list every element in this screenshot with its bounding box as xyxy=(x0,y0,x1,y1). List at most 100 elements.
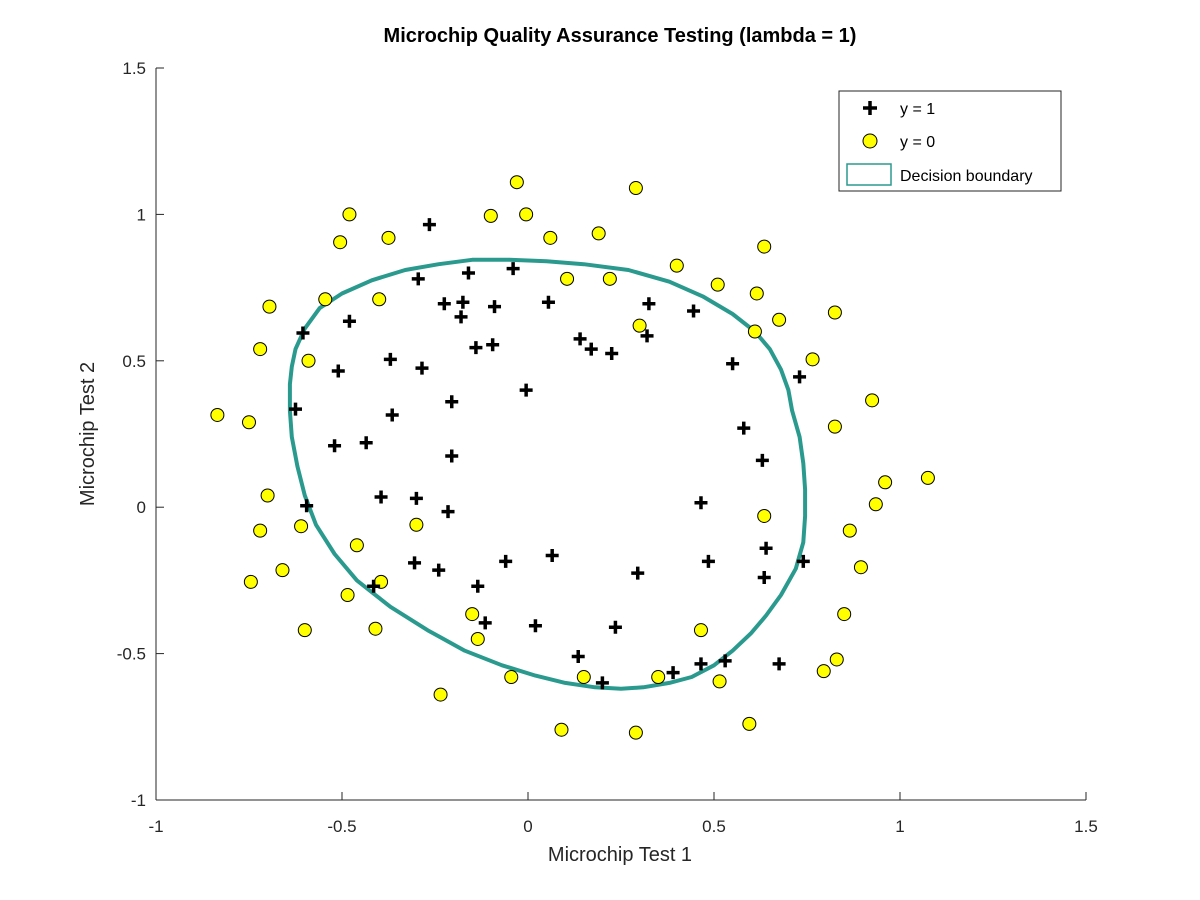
data-point-y1 xyxy=(701,554,715,568)
data-point-y1 xyxy=(408,556,422,570)
data-point-y0 xyxy=(318,292,333,307)
data-point-y0 xyxy=(632,318,647,333)
data-point-y1 xyxy=(437,297,451,311)
data-point-y1 xyxy=(640,329,654,343)
y-axis-label: Microchip Test 2 xyxy=(77,362,99,506)
data-point-y0 xyxy=(301,353,316,368)
data-point-y1 xyxy=(445,395,459,409)
data-point-y0 xyxy=(651,670,666,685)
data-point-y1 xyxy=(461,266,475,280)
data-point-y1 xyxy=(383,352,397,366)
data-point-y0 xyxy=(465,607,480,622)
data-point-y1 xyxy=(726,357,740,371)
data-point-y0 xyxy=(372,292,387,307)
data-point-y0 xyxy=(560,271,575,286)
data-point-y1 xyxy=(666,666,680,680)
data-point-y1 xyxy=(422,218,436,232)
data-point-y1 xyxy=(445,449,459,463)
y-tick-label: 0.5 xyxy=(122,352,146,371)
data-point-y1 xyxy=(385,408,399,422)
data-point-y0 xyxy=(757,508,772,523)
data-point-y0 xyxy=(554,722,569,737)
data-point-y1 xyxy=(359,436,373,450)
series-y1-points xyxy=(289,218,810,690)
data-point-y0 xyxy=(742,716,757,731)
data-point-y0 xyxy=(628,181,643,196)
data-point-y1 xyxy=(454,310,468,324)
chart-title: Microchip Quality Assurance Testing (lam… xyxy=(384,25,857,47)
data-point-y1 xyxy=(432,563,446,577)
data-point-y1 xyxy=(718,654,732,668)
y-tick-label: 1.5 xyxy=(122,59,146,78)
decision-boundary-curve xyxy=(287,257,808,691)
x-axis-ticks: -1 -0.5 0 0.5 1 1.5 xyxy=(148,792,1098,836)
data-point-y0 xyxy=(543,230,558,245)
legend-item-boundary: Decision boundary xyxy=(846,163,1033,186)
data-point-y0 xyxy=(333,235,348,250)
data-point-y0 xyxy=(519,207,534,222)
y-axis-ticks: -1 -0.5 0 0.5 1 1.5 xyxy=(117,59,164,810)
data-point-y1 xyxy=(367,579,381,593)
data-point-y0 xyxy=(827,305,842,320)
data-point-y1 xyxy=(528,619,542,633)
data-point-y0 xyxy=(294,519,309,534)
legend: y = 1 y = 0 Decision boundary xyxy=(838,90,1062,192)
legend-label-boundary: Decision boundary xyxy=(900,168,1033,185)
data-point-y1 xyxy=(694,657,708,671)
data-point-y0 xyxy=(712,674,727,689)
data-point-y1 xyxy=(331,364,345,378)
data-point-y1 xyxy=(478,616,492,630)
data-point-y1 xyxy=(486,338,500,352)
data-point-y0 xyxy=(693,623,708,638)
data-point-y0 xyxy=(504,670,519,685)
data-point-y0 xyxy=(816,664,831,679)
data-point-y1 xyxy=(757,570,771,584)
data-point-y1 xyxy=(571,650,585,664)
data-point-y1 xyxy=(642,297,656,311)
data-point-y0 xyxy=(827,419,842,434)
series-y0-points xyxy=(210,175,935,740)
x-tick-label: -0.5 xyxy=(327,817,356,836)
data-point-y1 xyxy=(289,402,302,416)
data-point-y1 xyxy=(342,314,356,328)
data-point-y1 xyxy=(415,361,429,375)
data-point-y1 xyxy=(584,342,598,356)
data-point-y1 xyxy=(296,326,310,340)
data-point-y0 xyxy=(853,560,868,575)
x-axis-label: Microchip Test 1 xyxy=(548,844,692,866)
legend-circle-marker xyxy=(862,133,878,149)
data-point-y1 xyxy=(608,620,622,634)
data-point-y0 xyxy=(829,652,844,667)
data-point-y0 xyxy=(340,588,355,603)
data-point-y0 xyxy=(591,226,606,241)
legend-plus-marker xyxy=(863,101,877,115)
data-point-y1 xyxy=(411,272,425,286)
data-point-y1 xyxy=(755,453,769,467)
legend-label-y1: y = 1 xyxy=(900,101,935,118)
data-point-y1 xyxy=(469,341,483,355)
data-point-y1 xyxy=(694,496,708,510)
data-point-y1 xyxy=(759,541,773,555)
data-point-y0 xyxy=(602,271,617,286)
data-point-y0 xyxy=(242,415,256,430)
data-point-y1 xyxy=(631,566,645,580)
data-point-y0 xyxy=(509,175,524,190)
data-point-y0 xyxy=(920,470,935,485)
x-tick-label: 1.5 xyxy=(1074,817,1098,836)
data-point-y0 xyxy=(297,623,312,638)
data-point-y1 xyxy=(328,439,342,453)
data-point-y0 xyxy=(433,687,448,702)
legend-item-y1: y = 1 xyxy=(863,101,935,118)
data-point-y1 xyxy=(409,491,423,505)
data-point-y0 xyxy=(842,523,857,538)
y-tick-label: 0 xyxy=(137,498,146,517)
data-point-y0 xyxy=(628,725,643,740)
data-point-y1 xyxy=(737,421,751,435)
y-tick-label: 1 xyxy=(137,205,146,224)
data-point-y0 xyxy=(805,352,820,367)
data-point-y1 xyxy=(300,499,314,513)
data-point-y1 xyxy=(488,300,502,314)
x-tick-label: 0.5 xyxy=(702,817,726,836)
